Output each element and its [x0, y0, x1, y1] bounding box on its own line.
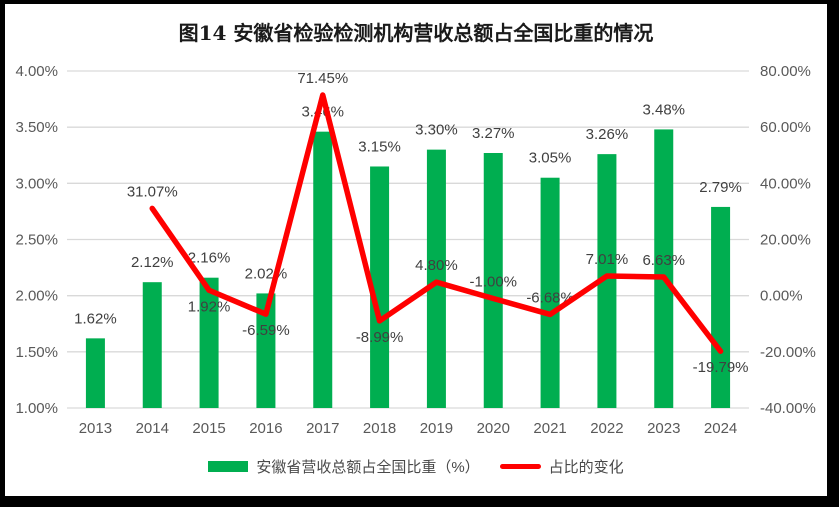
left-axis-tick: 2.00%	[15, 288, 58, 305]
bar-label-2015: 2.16%	[188, 250, 231, 267]
legend-line-label: 占比的变化	[548, 459, 624, 476]
chart-canvas: 图14 安徽省检验检测机构营收总额占全国比重的情况 1.62% 2.12% 2.16…	[5, 4, 827, 496]
x-axis-label-2015: 2015	[192, 420, 225, 437]
bar-2015	[199, 277, 219, 408]
left-axis-tick: 1.00%	[15, 400, 58, 417]
line-label-2022: 7.01%	[586, 251, 629, 268]
bar-label-2014: 2.12%	[131, 254, 174, 271]
left-axis-tick: 4.00%	[15, 63, 58, 80]
legend-bar-swatch	[208, 461, 249, 472]
line-label-2021: -6.68%	[526, 289, 574, 306]
x-axis-label-2018: 2018	[363, 420, 396, 437]
line-label-2016: -6.59%	[242, 322, 290, 339]
bar-label-2024: 2.79%	[699, 179, 742, 196]
bar-2021	[540, 177, 560, 408]
left-axis-tick: 2.50%	[15, 232, 58, 249]
plot-area: 1.62% 2.12% 2.16% 2.02% 3.46% 3.15% 3.30% 3.27%…	[15, 63, 816, 437]
x-axis-label-2017: 2017	[306, 420, 339, 437]
bar-2018	[370, 166, 390, 408]
x-axis-label-2023: 2023	[647, 420, 680, 437]
bar-2016	[256, 293, 276, 408]
left-axis-tick: 3.50%	[15, 119, 58, 136]
x-axis-label-2020: 2020	[477, 420, 510, 437]
x-axis-label-2021: 2021	[533, 420, 566, 437]
bar-label-2023: 3.48%	[642, 101, 685, 118]
right-axis-tick: -20.00%	[760, 344, 816, 361]
line-label-2024: -19.79%	[693, 359, 749, 376]
bar-label-2022: 3.26%	[586, 126, 629, 143]
bar-2014	[142, 282, 162, 408]
right-axis-tick: 20.00%	[760, 232, 811, 249]
bar-label-2017: 3.46%	[301, 104, 344, 121]
line-label-2020: -1.00%	[469, 273, 517, 290]
legend: 安徽省营收总额占全国比重（%） 占比的变化	[5, 456, 827, 477]
bar-2013	[85, 338, 105, 408]
right-axis-tick: 0.00%	[760, 288, 803, 305]
x-axis-label-2013: 2013	[79, 420, 112, 437]
line-label-2019: 4.80%	[415, 257, 458, 274]
bar-2020	[483, 153, 503, 408]
bar-2017	[313, 131, 333, 408]
line-label-2023: 6.63%	[642, 252, 685, 269]
x-axis-label-2019: 2019	[420, 420, 453, 437]
bar-label-2013: 1.62%	[74, 310, 117, 327]
line-label-2018: -8.99%	[356, 329, 404, 346]
x-axis-label-2014: 2014	[136, 420, 169, 437]
bar-2022	[597, 154, 617, 408]
line-label-2014: 31.07%	[127, 183, 178, 200]
bar-2019	[426, 149, 446, 408]
x-axis-label-2016: 2016	[249, 420, 282, 437]
line-label-2017: 71.45%	[297, 70, 348, 87]
x-axis-label-2022: 2022	[590, 420, 623, 437]
chart-title: 图14 安徽省检验检测机构营收总额占全国比重的情况	[178, 21, 654, 45]
right-axis-tick: -40.00%	[760, 400, 816, 417]
bar-label-2020: 3.27%	[472, 125, 515, 142]
bar-label-2016: 2.02%	[245, 265, 288, 282]
x-axis-label-2024: 2024	[704, 420, 737, 437]
left-axis-tick: 3.00%	[15, 175, 58, 192]
right-axis-tick: 80.00%	[760, 63, 811, 80]
right-axis-tick: 60.00%	[760, 119, 811, 136]
legend-bar-label: 安徽省营收总额占全国比重（%）	[256, 459, 480, 476]
bar-label-2018: 3.15%	[358, 138, 401, 155]
bar-label-2019: 3.30%	[415, 122, 458, 139]
legend-line-swatch	[499, 464, 541, 469]
bar-2024	[711, 206, 731, 408]
bar-label-2021: 3.05%	[529, 150, 572, 167]
line-label-2015: 1.92%	[188, 298, 231, 315]
left-axis-tick: 1.50%	[15, 344, 58, 361]
change-line	[149, 92, 724, 354]
right-axis-tick: 40.00%	[760, 175, 811, 192]
bar-2023	[654, 129, 674, 408]
